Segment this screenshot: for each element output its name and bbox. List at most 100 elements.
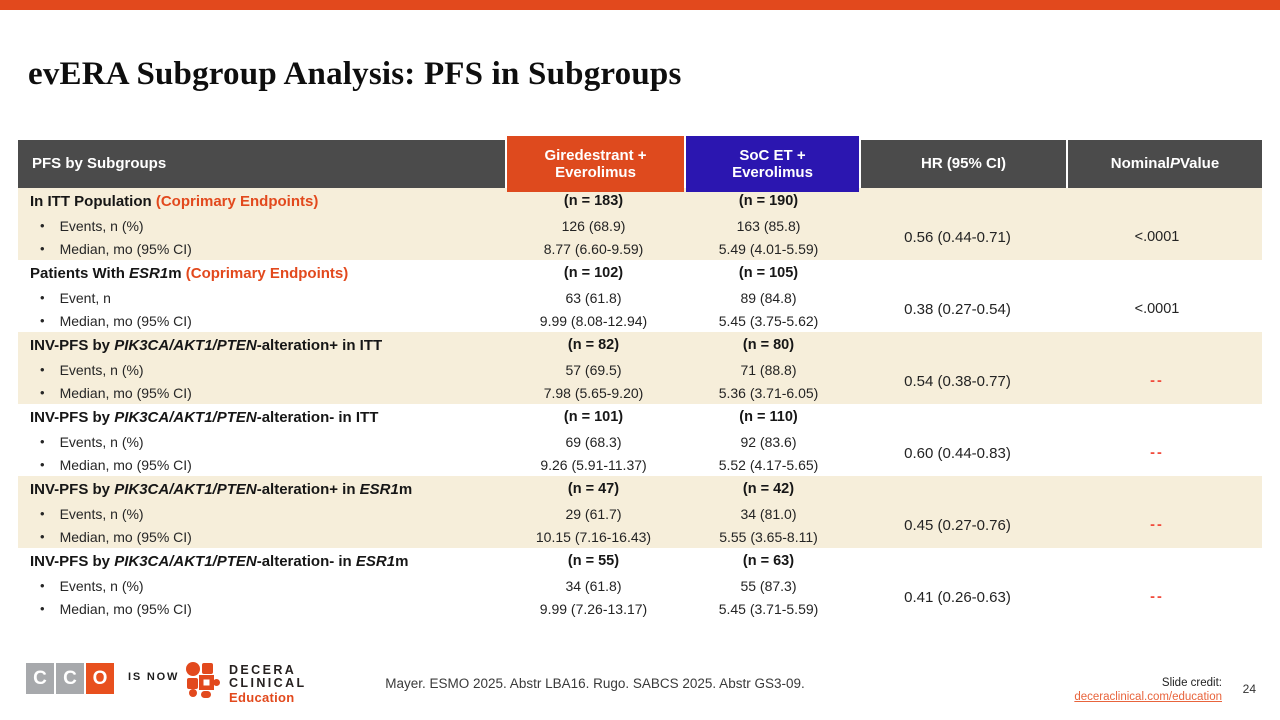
p-value: -- (1150, 589, 1164, 605)
giredestrant-median-value: 9.99 (7.26-13.17) (539, 600, 648, 617)
bullet-icon: • (40, 506, 45, 521)
soc-et-n-value: (n = 190) (738, 193, 799, 209)
p-value: <.0001 (1134, 229, 1180, 245)
row-label: • Event, n (40, 289, 111, 306)
table-row: INV-PFS by PIK3CA/AKT1/PTEN -alteration+ … (18, 332, 1262, 404)
slide-credit-link[interactable]: deceraclinical.com/education (1074, 691, 1222, 704)
p-value: <.0001 (1134, 301, 1180, 317)
soc-et-median-value: 5.45 (3.71-5.59) (718, 600, 819, 617)
page-title: evERA Subgroup Analysis: PFS in Subgroup… (28, 56, 682, 92)
decera-clinical-logo: DECERA CLINICAL Education (186, 662, 307, 704)
row-group-title: INV-PFS by PIK3CA/AKT1/PTEN -alteration+ … (30, 336, 383, 354)
row-group-title: INV-PFS by PIK3CA/AKT1/PTEN -alteration- … (30, 552, 409, 570)
soc-et-n-value: (n = 63) (742, 553, 795, 569)
soc-et-events-value: 71 (88.8) (740, 361, 797, 378)
row-group-title: In ITT Population (Coprimary Endpoints) (30, 192, 319, 210)
row-label: • Median, mo (95% CI) (40, 240, 192, 257)
soc-et-events-value: 92 (83.6) (740, 433, 797, 450)
bullet-icon: • (40, 529, 45, 544)
giredestrant-events-value: 29 (61.7) (565, 505, 622, 522)
giredestrant-n-value: (n = 102) (563, 265, 624, 281)
table-row: INV-PFS by PIK3CA/AKT1/PTEN -alteration- … (18, 404, 1262, 476)
row-label: • Median, mo (95% CI) (40, 528, 192, 545)
table-header-row: PFS by Subgroups Giredestrant + Everolim… (18, 136, 1262, 192)
decera-logo-icon (186, 662, 220, 698)
citation-text: Mayer. ESMO 2025. Abstr LBA16. Rugo. SAB… (385, 676, 805, 691)
slide-credit: Slide credit: deceraclinical.com/educati… (1074, 676, 1222, 705)
giredestrant-events-value: 34 (61.8) (565, 577, 622, 594)
soc-et-n-value: (n = 105) (738, 265, 799, 281)
giredestrant-median-value: 9.26 (5.91-11.37) (540, 456, 647, 473)
giredestrant-median-value: 10.15 (7.16-16.43) (535, 528, 652, 545)
table-row: INV-PFS by PIK3CA/AKT1/PTEN -alteration- … (18, 548, 1262, 620)
giredestrant-n-value: (n = 47) (567, 481, 620, 497)
bullet-icon: • (40, 457, 45, 472)
table-row: INV-PFS by PIK3CA/AKT1/PTEN -alteration+ … (18, 476, 1262, 548)
bullet-icon: • (40, 434, 45, 449)
decera-logo-education: Education (229, 690, 295, 705)
bullet-icon: • (40, 218, 45, 233)
row-label: • Median, mo (95% CI) (40, 600, 192, 617)
giredestrant-n-value: (n = 82) (567, 337, 620, 353)
bullet-icon: • (40, 601, 45, 616)
hr-value: 0.45 (0.27-0.76) (904, 516, 1011, 534)
bullet-icon: • (40, 290, 45, 305)
table-row: In ITT Population (Coprimary Endpoints) •… (18, 188, 1262, 260)
soc-et-events-value: 55 (87.3) (740, 577, 797, 594)
header-pfs-by-subgroups: PFS by Subgroups (18, 140, 505, 188)
row-label: • Median, mo (95% CI) (40, 456, 192, 473)
giredestrant-median-value: 7.98 (5.65-9.20) (543, 384, 644, 401)
table-row: Patients With ESR1 m (Coprimary Endpoints… (18, 260, 1262, 332)
bullet-icon: • (40, 362, 45, 377)
giredestrant-events-value: 126 (68.9) (561, 217, 626, 234)
soc-et-median-value: 5.36 (3.71-6.05) (718, 384, 819, 401)
cco-logo-letter: O (86, 663, 114, 694)
giredestrant-n-value: (n = 183) (563, 193, 624, 209)
top-accent-bar (0, 0, 1280, 10)
giredestrant-events-value: 69 (68.3) (565, 433, 622, 450)
giredestrant-n-value: (n = 55) (567, 553, 620, 569)
hr-value: 0.54 (0.38-0.77) (904, 372, 1011, 390)
soc-et-median-value: 5.52 (4.17-5.65) (718, 456, 819, 473)
table-body: In ITT Population (Coprimary Endpoints) •… (18, 188, 1262, 620)
row-label: • Events, n (%) (40, 577, 144, 594)
row-label: • Events, n (%) (40, 361, 144, 378)
giredestrant-median-value: 9.99 (8.08-12.94) (539, 312, 648, 329)
giredestrant-events-value: 57 (69.5) (565, 361, 622, 378)
row-label: • Median, mo (95% CI) (40, 384, 192, 401)
slide-credit-label: Slide credit: (1161, 677, 1222, 689)
soc-et-events-value: 34 (81.0) (740, 505, 797, 522)
decera-logo-text: DECERA (229, 663, 297, 677)
row-label: • Events, n (%) (40, 505, 144, 522)
soc-et-n-value: (n = 42) (742, 481, 795, 497)
soc-et-median-value: 5.55 (3.65-8.11) (719, 528, 818, 545)
soc-et-median-value: 5.49 (4.01-5.59) (718, 240, 819, 257)
row-group-title: INV-PFS by PIK3CA/AKT1/PTEN -alteration- … (30, 408, 379, 426)
giredestrant-n-value: (n = 101) (563, 409, 624, 425)
row-label: • Events, n (%) (40, 217, 144, 234)
p-value: -- (1150, 373, 1164, 389)
row-group-title: Patients With ESR1 m (Coprimary Endpoints… (30, 264, 349, 282)
bullet-icon: • (40, 578, 45, 593)
bullet-icon: • (40, 385, 45, 400)
header-hr-95ci: HR (95% CI) (861, 140, 1066, 188)
soc-et-median-value: 5.45 (3.75-5.62) (718, 312, 819, 329)
soc-et-n-value: (n = 80) (742, 337, 795, 353)
row-label: • Events, n (%) (40, 433, 144, 450)
hr-value: 0.41 (0.26-0.63) (904, 588, 1011, 606)
cco-logo: C C O (26, 663, 114, 694)
p-value: -- (1150, 517, 1164, 533)
hr-value: 0.56 (0.44-0.71) (904, 228, 1011, 246)
hr-value: 0.38 (0.27-0.54) (904, 300, 1011, 318)
header-nominal-p-value: Nominal P Value (1068, 140, 1262, 188)
soc-et-events-value: 163 (85.8) (736, 217, 801, 234)
is-now-label: IS NOW (128, 671, 180, 683)
p-value: -- (1150, 445, 1164, 461)
row-group-title: INV-PFS by PIK3CA/AKT1/PTEN -alteration+ … (30, 480, 413, 498)
cco-logo-letter: C (56, 663, 84, 694)
bullet-icon: • (40, 313, 45, 328)
cco-logo-letter: C (26, 663, 54, 694)
header-soc-et-everolimus: SoC ET + Everolimus (686, 136, 859, 192)
soc-et-events-value: 89 (84.8) (740, 289, 797, 306)
